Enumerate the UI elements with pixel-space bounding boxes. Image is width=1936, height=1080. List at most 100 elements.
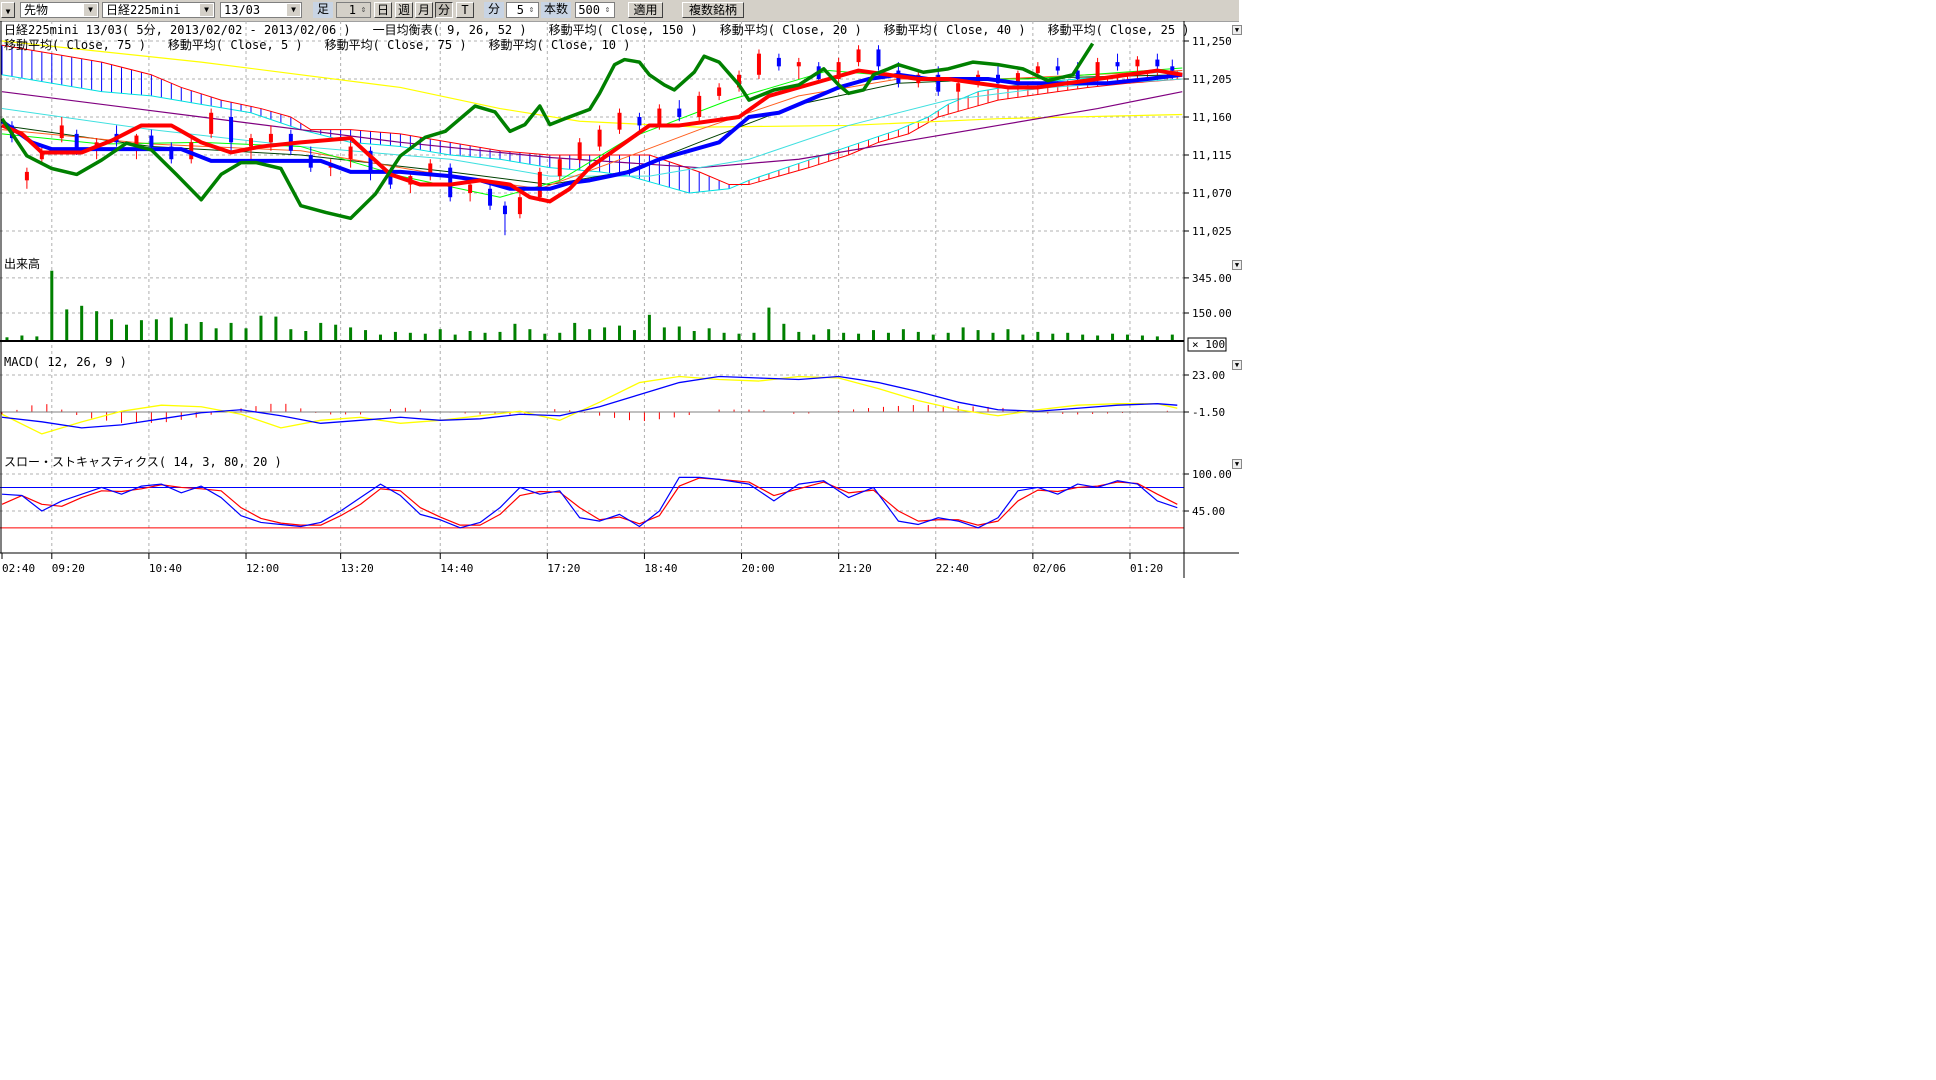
chart-area[interactable]: 11,250 11,205 11,160 11,115 11,070 11,025 345.… <box>0 21 1240 581</box>
volume-bar <box>991 332 995 340</box>
apply-button[interactable]: 適用 <box>628 2 663 18</box>
candle-body <box>1115 62 1120 67</box>
time-tick-label: 02:40 <box>2 562 35 575</box>
menu-dropdown-button[interactable]: ▼ <box>1 2 15 18</box>
period-minute-button[interactable]: 分 <box>435 2 453 18</box>
volume-bar <box>349 327 353 340</box>
candle-body <box>24 171 29 181</box>
candle-body <box>189 142 194 160</box>
price-tick-label: 11,070 <box>1192 187 1232 200</box>
volume-bar <box>35 336 39 340</box>
volume-bar <box>946 332 950 340</box>
candle-body <box>517 197 522 215</box>
legend-row-1: 日経225mini 13/03( 5分, 2013/02/02 - 2013/0… <box>4 23 1190 38</box>
time-tick-label: 02/06 <box>1033 562 1066 575</box>
period-month-button[interactable]: 月 <box>415 2 433 18</box>
volume-bar <box>319 322 323 340</box>
chevron-down-icon: ▼ <box>84 4 97 16</box>
price-tick-label: 11,160 <box>1192 111 1232 124</box>
candle-body <box>796 62 801 67</box>
candle-body <box>557 159 562 177</box>
period-tick-button[interactable]: T <box>456 2 474 18</box>
volume-bar <box>244 328 248 340</box>
contract-select[interactable]: 13/03 ▼ <box>220 2 302 18</box>
macd-panel-menu-icon[interactable]: ▼ <box>1232 360 1242 370</box>
tenkan-sen-line <box>1 68 1183 204</box>
volume-bar <box>95 311 99 340</box>
candle-body <box>1055 66 1060 71</box>
macd-tick-label: -1.50 <box>1192 406 1225 419</box>
candle-body <box>756 53 761 75</box>
time-tick-label: 17:20 <box>547 562 580 575</box>
volume-bar <box>1006 329 1010 340</box>
minute-label: 分 <box>484 2 504 18</box>
candle-body <box>537 171 542 198</box>
stoch-d-line <box>1 477 1178 526</box>
volume-multiplier-label: × 100 <box>1192 338 1225 351</box>
volume-bar <box>20 335 24 340</box>
minute-value: 5 <box>516 3 524 17</box>
volume-bar <box>632 330 636 340</box>
bar-count-spinner[interactable]: 1 ⇕ <box>336 2 371 18</box>
candle-body <box>1095 62 1100 79</box>
spinner-arrows-icon[interactable]: ⇕ <box>604 5 611 15</box>
legend-ma75: 移動平均( Close, 75 ) <box>4 38 146 52</box>
macd-line <box>1 375 1178 429</box>
candle-body <box>209 112 214 134</box>
symbol-select[interactable]: 日経225mini ▼ <box>102 2 215 18</box>
candle-body <box>59 125 64 139</box>
indicator-legend: 日経225mini 13/03( 5分, 2013/02/02 - 2013/0… <box>4 23 1190 53</box>
candle-body <box>577 142 582 160</box>
volume-bar <box>1170 334 1174 340</box>
volume-bar <box>1111 333 1115 340</box>
price-tick-label: 11,115 <box>1192 149 1232 162</box>
price-tick-label: 11,250 <box>1192 35 1232 48</box>
candle-body <box>348 146 353 160</box>
time-tick-label: 01:20 <box>1130 562 1163 575</box>
period-day-button[interactable]: 日 <box>374 2 392 18</box>
market-select[interactable]: 先物 ▼ <box>20 2 99 18</box>
stoch-label: スロー・ストキャスティクス( 14, 3, 80, 20 ) <box>4 455 282 469</box>
candle-body <box>637 117 642 126</box>
candle-body <box>388 171 393 185</box>
volume-bar <box>1140 335 1144 340</box>
bars-spinner[interactable]: 500 ⇕ <box>575 2 615 18</box>
price-panel-menu-icon[interactable]: ▼ <box>1232 25 1242 35</box>
volume-bar <box>1081 334 1085 340</box>
volume-label: 出来高 <box>4 256 40 271</box>
stoch-panel-menu-icon[interactable]: ▼ <box>1232 459 1242 469</box>
chikou-span-line <box>0 42 1095 221</box>
volume-bar <box>408 332 412 340</box>
volume-multiplier-box <box>1187 337 1227 352</box>
volume-bar <box>1125 334 1129 340</box>
time-tick-label: 13:20 <box>341 562 374 575</box>
candle-body <box>1155 59 1160 67</box>
volume-bar <box>737 333 741 340</box>
legend-ma25: 移動平均( Close, 25 ) <box>1047 23 1190 37</box>
volume-bar <box>1155 336 1159 340</box>
bars-value: 500 <box>578 3 600 17</box>
candle-body <box>1035 66 1040 74</box>
period-week-button[interactable]: 週 <box>395 2 413 18</box>
minute-spinner[interactable]: 5 ⇕ <box>506 2 539 18</box>
spinner-arrows-icon[interactable]: ⇕ <box>360 5 367 15</box>
volume-bar <box>901 329 905 340</box>
volume-bar <box>588 329 592 340</box>
volume-bar <box>722 332 726 340</box>
volume-bar <box>304 331 308 340</box>
volume-bar <box>528 329 532 340</box>
volume-bar <box>274 316 278 340</box>
volume-bar <box>916 331 920 340</box>
volume-bar <box>139 320 143 340</box>
volume-bar <box>872 330 875 340</box>
volume-bar <box>154 319 158 340</box>
volume-bar <box>707 328 711 340</box>
candle-body <box>74 133 79 151</box>
volume-bar <box>364 330 368 340</box>
volume-bar <box>483 332 487 340</box>
spinner-arrows-icon[interactable]: ⇕ <box>528 5 535 15</box>
volume-panel-menu-icon[interactable]: ▼ <box>1232 260 1242 270</box>
candle-body <box>936 74 941 92</box>
multi-symbol-button[interactable]: 複数銘柄 <box>682 2 744 18</box>
ma75-line <box>1 91 1183 169</box>
